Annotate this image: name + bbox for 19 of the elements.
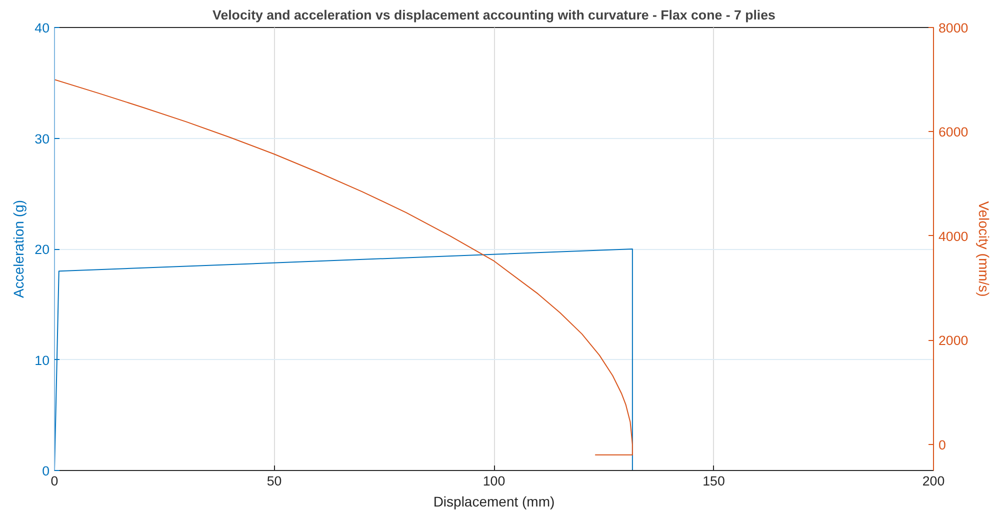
x-tick-label: 100	[482, 474, 506, 488]
y-tick-label: 30	[34, 131, 50, 146]
x-tick-label: 200	[922, 474, 945, 488]
x-axis-title: Displacement (mm)	[433, 494, 555, 510]
y-tick-label: 20	[34, 242, 50, 257]
y2-tick-label: 0	[938, 437, 946, 452]
chart-title: Velocity and acceleration vs displacement accounting with curvature - Flax cone - 7 plies	[212, 8, 776, 22]
y2-tick-label: 2000	[938, 333, 968, 348]
y-axis-title: Acceleration (g)	[10, 200, 27, 298]
y2-tick-label: 8000	[938, 20, 968, 36]
y2-tick-label: 4000	[938, 228, 968, 244]
y-tick-label: 40	[34, 20, 50, 36]
y-tick-label: 0	[42, 464, 50, 478]
y2-tick-label: 6000	[938, 124, 968, 140]
y2-axis-title: Velocity (mm/s)	[976, 201, 992, 297]
y-tick-label: 10	[34, 352, 50, 368]
x-tick-label: 50	[266, 474, 282, 488]
x-tick-label: 150	[702, 474, 725, 488]
line-series	[54, 79, 633, 456]
